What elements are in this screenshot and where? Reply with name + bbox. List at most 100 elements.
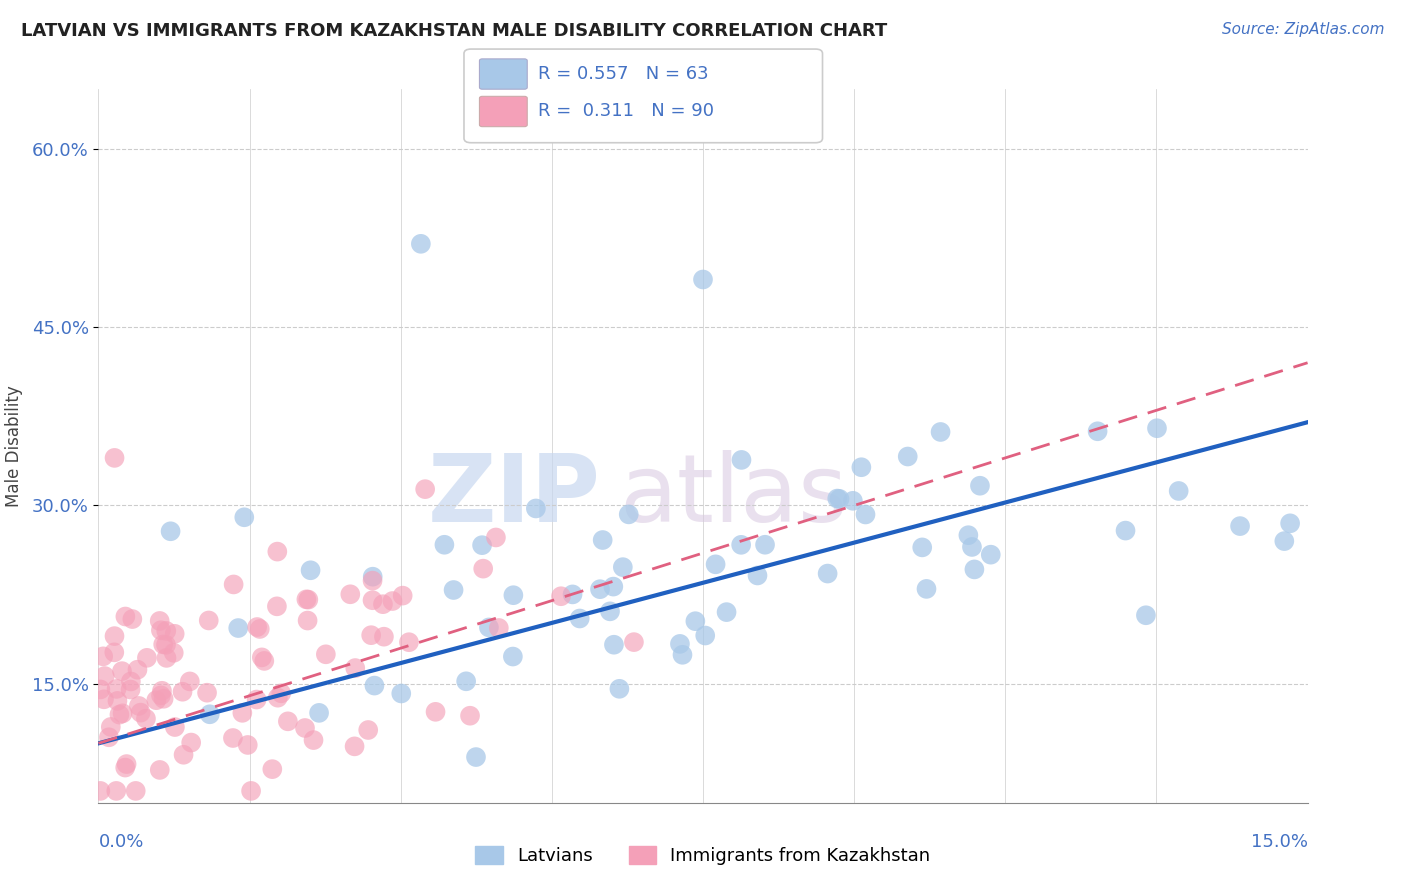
Point bbox=[592, 533, 614, 547]
Point bbox=[163, 720, 186, 734]
Point bbox=[155, 651, 177, 665]
Point bbox=[339, 587, 361, 601]
Point bbox=[371, 597, 394, 611]
Point bbox=[100, 720, 122, 734]
Point bbox=[129, 706, 152, 720]
Point bbox=[108, 707, 131, 722]
Point bbox=[128, 698, 150, 713]
Point bbox=[236, 738, 259, 752]
Point bbox=[127, 663, 149, 677]
Point bbox=[105, 784, 128, 798]
Point bbox=[502, 588, 524, 602]
Text: R = 0.557   N = 63: R = 0.557 N = 63 bbox=[538, 65, 709, 83]
Point bbox=[381, 594, 404, 608]
Point bbox=[222, 731, 245, 745]
Point bbox=[361, 593, 384, 607]
Point bbox=[120, 682, 142, 697]
Point bbox=[389, 686, 412, 700]
Point bbox=[173, 747, 195, 762]
Point bbox=[609, 681, 631, 696]
Point bbox=[957, 528, 980, 542]
Point bbox=[612, 560, 634, 574]
Point bbox=[413, 482, 436, 496]
Point bbox=[695, 628, 717, 642]
Point bbox=[398, 635, 420, 649]
Point bbox=[149, 763, 172, 777]
Point bbox=[195, 686, 218, 700]
Point bbox=[135, 712, 157, 726]
Point bbox=[233, 510, 256, 524]
Point bbox=[471, 538, 494, 552]
Point bbox=[730, 538, 752, 552]
Point bbox=[152, 691, 174, 706]
Point bbox=[270, 686, 292, 700]
Point bbox=[963, 562, 986, 576]
Point bbox=[754, 538, 776, 552]
Point bbox=[107, 694, 129, 708]
Point bbox=[155, 624, 177, 638]
Point bbox=[150, 689, 173, 703]
Point bbox=[295, 592, 318, 607]
Point bbox=[550, 589, 572, 603]
Point bbox=[456, 674, 478, 689]
Point bbox=[111, 706, 134, 721]
Point bbox=[478, 620, 501, 634]
Point bbox=[1135, 608, 1157, 623]
Point bbox=[1229, 519, 1251, 533]
Point bbox=[851, 460, 873, 475]
Point bbox=[488, 621, 510, 635]
Point bbox=[89, 784, 111, 798]
Point bbox=[266, 544, 288, 558]
Legend: Latvians, Immigrants from Kazakhstan: Latvians, Immigrants from Kazakhstan bbox=[468, 838, 938, 872]
Point bbox=[911, 541, 934, 555]
Point bbox=[97, 731, 120, 745]
Point bbox=[443, 582, 465, 597]
Point bbox=[120, 674, 142, 689]
Point bbox=[246, 692, 269, 706]
Point bbox=[150, 683, 173, 698]
Y-axis label: Male Disability: Male Disability bbox=[6, 385, 24, 507]
Point bbox=[458, 708, 481, 723]
Point bbox=[361, 570, 384, 584]
Point bbox=[472, 561, 495, 575]
Point bbox=[363, 679, 385, 693]
Point bbox=[93, 692, 115, 706]
Point bbox=[344, 661, 367, 675]
Point bbox=[103, 450, 125, 465]
Point bbox=[897, 450, 920, 464]
Text: atlas: atlas bbox=[620, 450, 848, 542]
Point bbox=[671, 648, 693, 662]
Point bbox=[105, 681, 128, 696]
Point bbox=[163, 646, 186, 660]
Point bbox=[360, 628, 382, 642]
Point bbox=[125, 784, 148, 798]
Point bbox=[155, 638, 177, 652]
Point bbox=[103, 645, 125, 659]
Point bbox=[485, 531, 508, 545]
Point bbox=[253, 654, 276, 668]
Point bbox=[960, 540, 983, 554]
Point bbox=[704, 558, 727, 572]
Point bbox=[692, 272, 714, 286]
Point bbox=[685, 614, 707, 628]
Point bbox=[297, 592, 319, 607]
Point bbox=[149, 614, 172, 628]
Point bbox=[409, 236, 432, 251]
Point bbox=[249, 622, 271, 636]
Point bbox=[114, 609, 136, 624]
Point bbox=[294, 721, 316, 735]
Point bbox=[747, 568, 769, 582]
Point bbox=[262, 762, 284, 776]
Point bbox=[357, 723, 380, 737]
Point bbox=[246, 620, 269, 634]
Point bbox=[135, 650, 157, 665]
Point bbox=[179, 674, 201, 689]
Point bbox=[1167, 483, 1189, 498]
Point bbox=[561, 587, 583, 601]
Point bbox=[361, 574, 384, 588]
Point bbox=[969, 479, 991, 493]
Point bbox=[617, 508, 640, 522]
Point bbox=[825, 491, 848, 506]
Point bbox=[602, 580, 624, 594]
Point bbox=[842, 493, 865, 508]
